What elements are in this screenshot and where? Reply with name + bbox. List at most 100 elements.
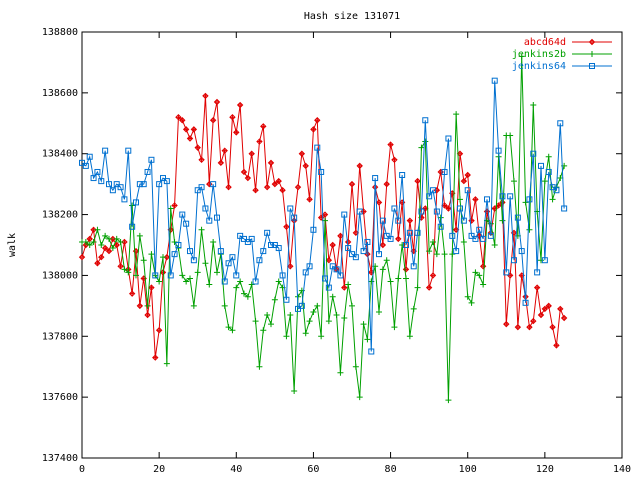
- point-marker: [298, 302, 305, 309]
- point-marker: [379, 217, 386, 224]
- point-marker: [133, 199, 139, 206]
- point-marker: [163, 178, 170, 185]
- point-marker: [337, 369, 344, 376]
- point-marker: [202, 205, 209, 212]
- point-marker: [356, 162, 363, 170]
- y-tick-label: 138000: [42, 270, 78, 281]
- point-marker: [302, 269, 309, 276]
- point-marker: [310, 308, 317, 315]
- point-marker: [171, 251, 178, 258]
- point-marker: [106, 235, 112, 242]
- point-marker: [271, 242, 278, 248]
- point-marker: [453, 248, 460, 255]
- point-marker: [391, 156, 398, 164]
- point-marker: [244, 174, 252, 182]
- point-marker: [221, 302, 228, 309]
- point-marker: [241, 235, 247, 242]
- point-marker: [553, 187, 560, 194]
- point-marker: [179, 272, 186, 279]
- point-marker: [379, 241, 387, 249]
- point-marker: [225, 260, 232, 267]
- point-marker: [225, 324, 232, 331]
- point-marker: [418, 208, 425, 215]
- point-marker: [337, 272, 344, 279]
- point-marker: [468, 299, 475, 306]
- point-marker: [90, 175, 97, 182]
- point-marker: [372, 175, 379, 182]
- point-marker: [252, 278, 259, 285]
- y-tick-label: 138400: [42, 149, 78, 160]
- point-marker: [506, 272, 514, 279]
- point-marker: [140, 257, 147, 264]
- point-marker: [214, 269, 220, 276]
- point-marker: [429, 272, 437, 279]
- point-marker: [264, 311, 271, 318]
- point-marker: [268, 242, 274, 248]
- point-marker: [183, 278, 190, 285]
- point-marker: [252, 318, 259, 325]
- point-marker: [460, 238, 467, 245]
- point-marker: [453, 111, 460, 118]
- point-marker: [202, 260, 209, 267]
- point-marker: [98, 178, 105, 185]
- point-marker: [98, 253, 105, 261]
- point-marker: [125, 147, 132, 154]
- point-marker: [148, 251, 155, 258]
- point-marker: [530, 102, 537, 109]
- point-marker: [268, 321, 274, 328]
- point-marker: [472, 235, 479, 242]
- point-marker: [302, 330, 309, 337]
- point-marker: [449, 232, 456, 239]
- point-marker: [279, 187, 286, 194]
- point-marker: [186, 135, 194, 142]
- point-marker: [414, 229, 421, 236]
- y-tick-label: 137400: [42, 453, 78, 464]
- point-marker: [476, 226, 483, 233]
- point-marker: [167, 205, 174, 212]
- point-marker: [545, 153, 552, 160]
- point-marker: [430, 187, 436, 194]
- point-marker: [198, 184, 205, 191]
- point-marker: [190, 126, 198, 133]
- point-marker: [121, 266, 128, 273]
- point-marker: [275, 245, 282, 252]
- point-marker: [399, 172, 406, 179]
- legend-label: jenkins2b: [512, 49, 566, 60]
- point-marker: [160, 254, 166, 261]
- point-marker: [464, 171, 471, 179]
- point-marker: [221, 147, 228, 154]
- point-marker: [487, 232, 494, 239]
- point-marker: [283, 333, 290, 340]
- point-marker: [541, 178, 548, 185]
- point-marker: [410, 263, 417, 270]
- point-marker: [441, 251, 448, 258]
- point-marker: [252, 187, 259, 194]
- y-tick-label: 138600: [42, 88, 78, 99]
- point-marker: [160, 175, 166, 182]
- x-tick-label: 20: [153, 464, 165, 475]
- point-marker: [113, 181, 120, 188]
- point-marker: [102, 147, 109, 154]
- point-marker: [514, 214, 521, 221]
- point-marker: [136, 302, 144, 310]
- point-marker: [360, 248, 367, 255]
- point-marker: [291, 388, 298, 395]
- point-marker: [167, 272, 174, 279]
- x-tick-label: 40: [230, 464, 242, 475]
- point-marker: [383, 232, 390, 239]
- point-marker: [514, 323, 522, 331]
- point-marker: [364, 336, 371, 343]
- point-marker: [341, 211, 348, 218]
- point-marker: [187, 275, 193, 282]
- point-marker: [352, 363, 359, 370]
- point-marker: [522, 199, 529, 206]
- point-marker: [383, 180, 390, 188]
- point-marker: [271, 296, 278, 303]
- point-marker: [464, 293, 471, 300]
- point-marker: [155, 326, 163, 334]
- legend-label: jenkins64: [512, 61, 566, 72]
- point-marker: [426, 193, 433, 200]
- point-marker: [82, 162, 89, 169]
- point-marker: [538, 162, 544, 169]
